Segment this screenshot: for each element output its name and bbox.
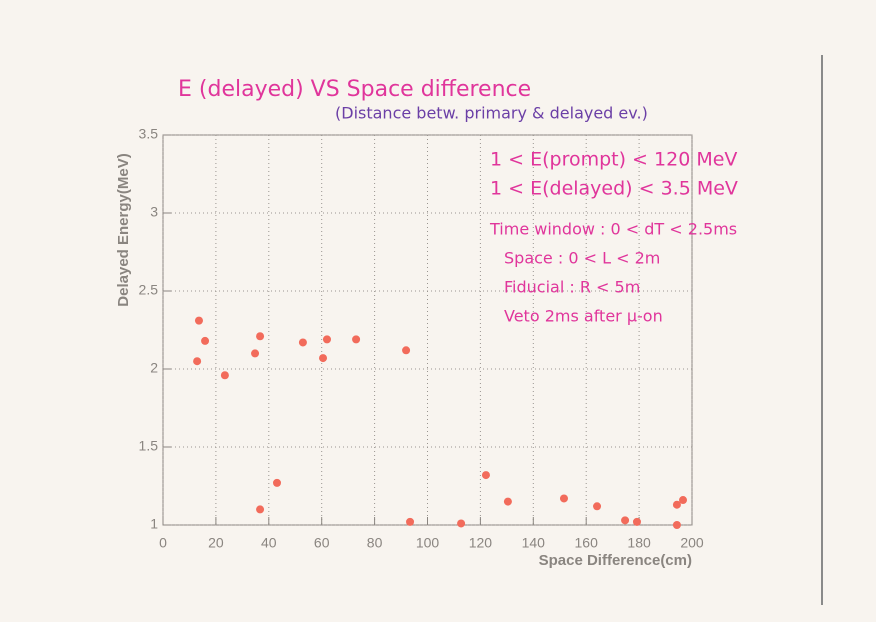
y-axis-title: Delayed Energy(MeV) xyxy=(115,153,132,306)
y-tick-label: 1.5 xyxy=(139,438,159,454)
y-tick-label: 2.5 xyxy=(139,282,159,298)
x-tick-label: 0 xyxy=(159,535,167,551)
point xyxy=(593,502,602,511)
point xyxy=(201,336,210,345)
y-tick-label: 3.5 xyxy=(139,126,159,142)
point xyxy=(193,357,202,366)
x-tick-label: 40 xyxy=(261,535,277,551)
point xyxy=(251,349,260,358)
point xyxy=(298,338,307,347)
point xyxy=(559,494,568,503)
point xyxy=(621,516,630,525)
point xyxy=(672,521,681,529)
point xyxy=(319,354,328,363)
point xyxy=(272,478,281,487)
point xyxy=(322,335,331,344)
x-tick-label: 60 xyxy=(314,535,330,551)
chart-title: E (delayed) VS Space difference xyxy=(178,77,531,102)
annotation: 1 < E(delayed) < 3.5 MeV xyxy=(490,178,738,200)
point xyxy=(194,316,203,325)
point xyxy=(632,517,641,526)
x-tick-label: 100 xyxy=(416,535,440,551)
x-tick-label: 20 xyxy=(208,535,224,551)
point xyxy=(679,496,688,505)
annotation: Space : 0 < L < 2m xyxy=(504,249,660,268)
point xyxy=(481,471,490,480)
x-tick-label: 120 xyxy=(469,535,493,551)
x-tick-label: 180 xyxy=(627,535,651,551)
point xyxy=(256,505,265,514)
annotation: Fiducial : R < 5m xyxy=(504,278,640,297)
annotation: 1 < E(prompt) < 120 MeV xyxy=(490,149,737,171)
chart-subtitle: (Distance betw. primary & delayed ev.) xyxy=(335,104,648,123)
y-tick-label: 1 xyxy=(150,516,158,532)
point xyxy=(352,335,361,344)
annotation: Veto 2ms after μ-on xyxy=(504,307,663,326)
point xyxy=(406,517,415,526)
y-tick-label: 3 xyxy=(150,204,158,220)
y-tick-label: 2 xyxy=(150,360,158,376)
point xyxy=(503,497,512,506)
point xyxy=(220,371,229,380)
x-tick-label: 80 xyxy=(367,535,383,551)
x-tick-label: 140 xyxy=(522,535,546,551)
annotation: Time window : 0 < dT < 2.5ms xyxy=(489,220,737,239)
point xyxy=(457,519,466,528)
point xyxy=(402,346,411,355)
x-tick-label: 160 xyxy=(575,535,599,551)
x-tick-label: 200 xyxy=(680,535,704,551)
point xyxy=(256,332,265,341)
point xyxy=(672,500,681,509)
x-axis-title: Space Difference(cm) xyxy=(539,552,692,569)
